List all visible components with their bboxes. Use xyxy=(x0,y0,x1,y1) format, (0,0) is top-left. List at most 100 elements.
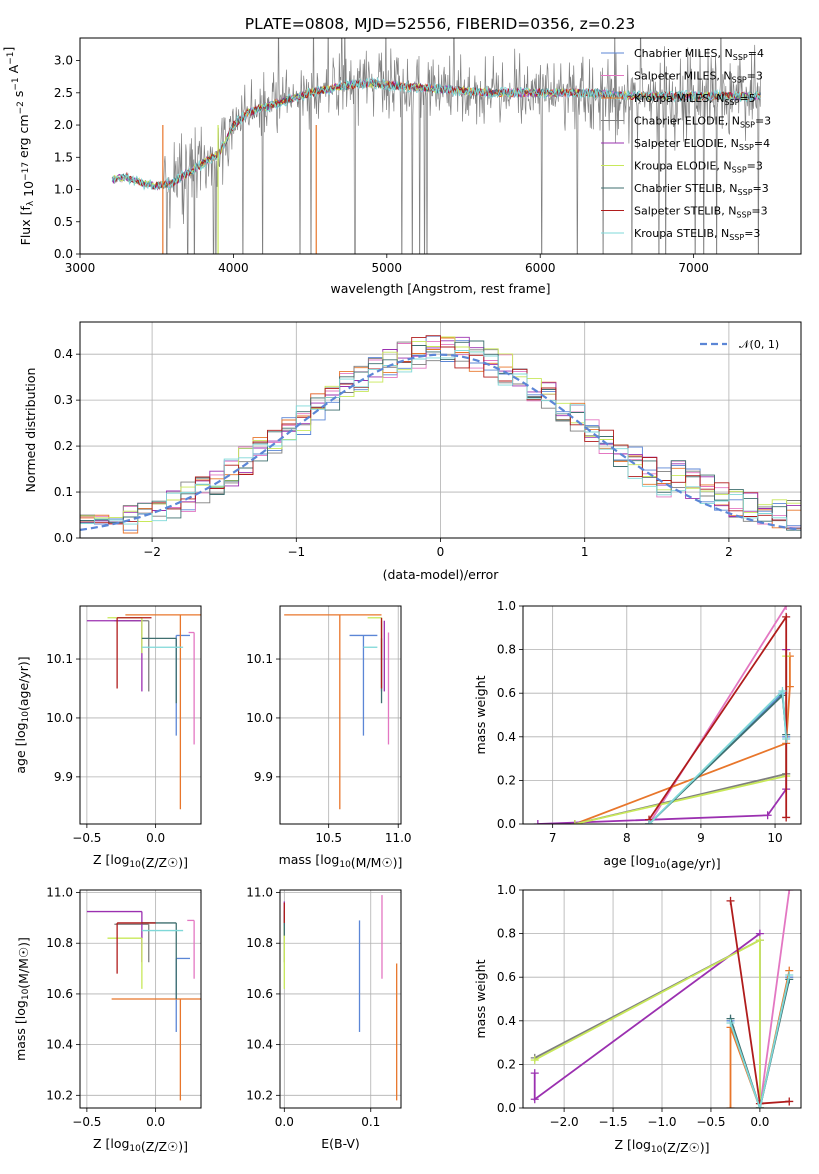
legend-label: 𝒩(0, 1) xyxy=(739,338,779,351)
model-line-kroupa-stelib xyxy=(111,76,761,191)
y-tick-label: 10.6 xyxy=(246,987,273,1001)
y-tick-label: 10.6 xyxy=(46,987,73,1001)
legend-label-6: Chabrier STELIB, NSSP=3 xyxy=(634,182,769,197)
mass-weight-marker xyxy=(778,687,787,696)
axes-frame xyxy=(522,605,802,825)
plot-area xyxy=(523,890,801,1108)
mass-weight-marker xyxy=(726,1018,735,1027)
mass-weight-marker xyxy=(645,820,654,824)
x-tick-label: 11.0 xyxy=(385,831,412,845)
y-tick-label: 10.4 xyxy=(246,1038,273,1052)
x-tick-label: 9 xyxy=(697,831,705,845)
mass-weight-line-kroupa-stelib xyxy=(729,974,791,1108)
y-tick-label: 0.8 xyxy=(497,643,516,657)
mass-weight-marker xyxy=(785,971,794,980)
y-tick-label: 10.2 xyxy=(246,1088,273,1102)
mass-weight-line-kroupa-miles xyxy=(574,656,791,824)
mass-weight-marker xyxy=(785,890,794,894)
x-tick-label: 0.0 xyxy=(146,1115,165,1129)
y-tick-label: 0.3 xyxy=(54,393,73,407)
x-tick-label: −0.5 xyxy=(72,1115,101,1129)
y-axis-label: age [log10(age/yr)] xyxy=(13,656,31,773)
y-tick-label: 0.5 xyxy=(54,215,73,229)
plot-area xyxy=(280,890,401,1108)
panel-age-vs-Z: −0.5 0.0 9.9 10.0 10.1 Z [log10(Z/Z☉)] age [lo… xyxy=(13,605,202,870)
mass-weight-marker xyxy=(782,612,791,621)
x-tick-label: 4000 xyxy=(218,261,249,275)
mass-weight-marker xyxy=(785,1097,794,1106)
y-tick-label: 9.9 xyxy=(254,770,273,784)
x-tick-label: 0 xyxy=(437,545,445,559)
mass-weight-marker xyxy=(755,1104,764,1108)
y-axis-label: mass weight xyxy=(473,959,488,1038)
x-tick-label: −1.0 xyxy=(647,1115,676,1129)
y-tick-label: 0.0 xyxy=(54,247,73,261)
y-tick-label: 1.5 xyxy=(54,150,73,164)
mass-weight-marker xyxy=(782,813,791,822)
x-axis-label: Z [log10(Z/Z☉)] xyxy=(614,1137,709,1155)
panel-mass-weight-vs-Z: −2.0 −1.5 −1.0 −0.5 0.0 0.0 0.2 0.4 0.6 0.8 1.0 Z [… xyxy=(473,883,802,1155)
y-tick-label: 1.0 xyxy=(497,883,516,897)
mass-weight-marker xyxy=(726,896,735,905)
y-tick-label: 10.1 xyxy=(46,652,73,666)
y-tick-label: 0.6 xyxy=(497,970,516,984)
x-tick-label: −0.5 xyxy=(72,831,101,845)
x-tick-label: 5000 xyxy=(372,261,403,275)
x-axis-label: E(B-V) xyxy=(321,1136,360,1151)
mass-weight-marker xyxy=(726,1104,735,1108)
y-tick-label: 10.4 xyxy=(46,1038,73,1052)
axes-frame xyxy=(279,889,402,1109)
y-tick-label: 10.1 xyxy=(246,652,273,666)
y-tick-label: 10.0 xyxy=(246,711,273,725)
x-tick-label: 1 xyxy=(581,545,589,559)
x-tick-label: 8 xyxy=(623,831,631,845)
y-tick-label: 11.0 xyxy=(46,886,73,900)
plot-area xyxy=(80,890,201,1108)
y-axis-label: mass weight xyxy=(473,675,488,754)
x-tick-label: 6000 xyxy=(525,261,556,275)
mass-weight-marker xyxy=(785,682,794,691)
y-tick-label: 0.2 xyxy=(54,439,73,453)
y-axis-label: Normed distribution xyxy=(23,368,38,493)
mass-weight-marker xyxy=(570,820,579,824)
y-tick-label: 10.2 xyxy=(46,1088,73,1102)
y-axis-label: mass [log10(M/M☉)] xyxy=(13,937,31,1061)
legend-label-8: Kroupa STELIB, NSSP=3 xyxy=(634,227,760,242)
x-tick-label: −2.0 xyxy=(550,1115,579,1129)
legend-label-4: Salpeter ELODIE, NSSP=4 xyxy=(634,137,770,152)
axes-frame xyxy=(79,37,802,255)
y-tick-label: 0.0 xyxy=(54,531,73,545)
x-tick-label: 10.5 xyxy=(315,831,342,845)
y-tick-label: 0.2 xyxy=(497,773,516,787)
y-tick-label: 10.0 xyxy=(46,711,73,725)
plot-area xyxy=(111,38,762,254)
x-tick-label: 0.0 xyxy=(146,831,165,845)
panel-residuals: −2 −1 0 1 2 0.0 0.1 0.2 0.3 0.4 (data-model)/error… xyxy=(23,321,802,582)
x-tick-label: 0.0 xyxy=(750,1115,769,1129)
mass-weight-marker xyxy=(533,820,542,824)
mass-weight-marker xyxy=(782,734,791,743)
plot-area xyxy=(523,606,801,824)
y-tick-label: 0.6 xyxy=(497,686,516,700)
plot-area xyxy=(80,322,801,538)
panel-mass-weight-vs-age: 7 8 9 10 0.0 0.2 0.4 0.6 0.8 1.0 age [log10(age/yr… xyxy=(473,599,802,871)
y-tick-label: 1.0 xyxy=(54,183,73,197)
y-tick-label: 2.0 xyxy=(54,118,73,132)
panel-spectrum: 3000 4000 5000 6000 7000 0.0 0.5 1.0 1.5 2.0 2.5 3.… xyxy=(1,37,802,296)
x-axis-label: wavelength [Angstrom, rest frame] xyxy=(330,281,550,296)
axes-frame xyxy=(79,605,202,825)
y-tick-label: 1.0 xyxy=(497,599,516,613)
x-tick-label: 3000 xyxy=(65,261,96,275)
y-tick-label: 2.5 xyxy=(54,86,73,100)
x-tick-label: 10 xyxy=(767,831,782,845)
mass-weight-line-salpeter-stelib xyxy=(648,613,788,821)
y-tick-label: 0.4 xyxy=(497,730,516,744)
mass-weight-line-kroupa-elodie xyxy=(534,938,761,1108)
y-axis-label: Flux [fλ 10−17 erg cm−2 s−1 A−1] xyxy=(1,47,36,246)
x-tick-label: −0.5 xyxy=(696,1115,725,1129)
legend-label-3: Chabrier ELODIE, NSSP=3 xyxy=(634,115,771,130)
plot-area xyxy=(80,606,201,824)
hist-step-kroupa-stelib xyxy=(80,349,801,529)
mass-weight-marker xyxy=(530,1095,539,1104)
